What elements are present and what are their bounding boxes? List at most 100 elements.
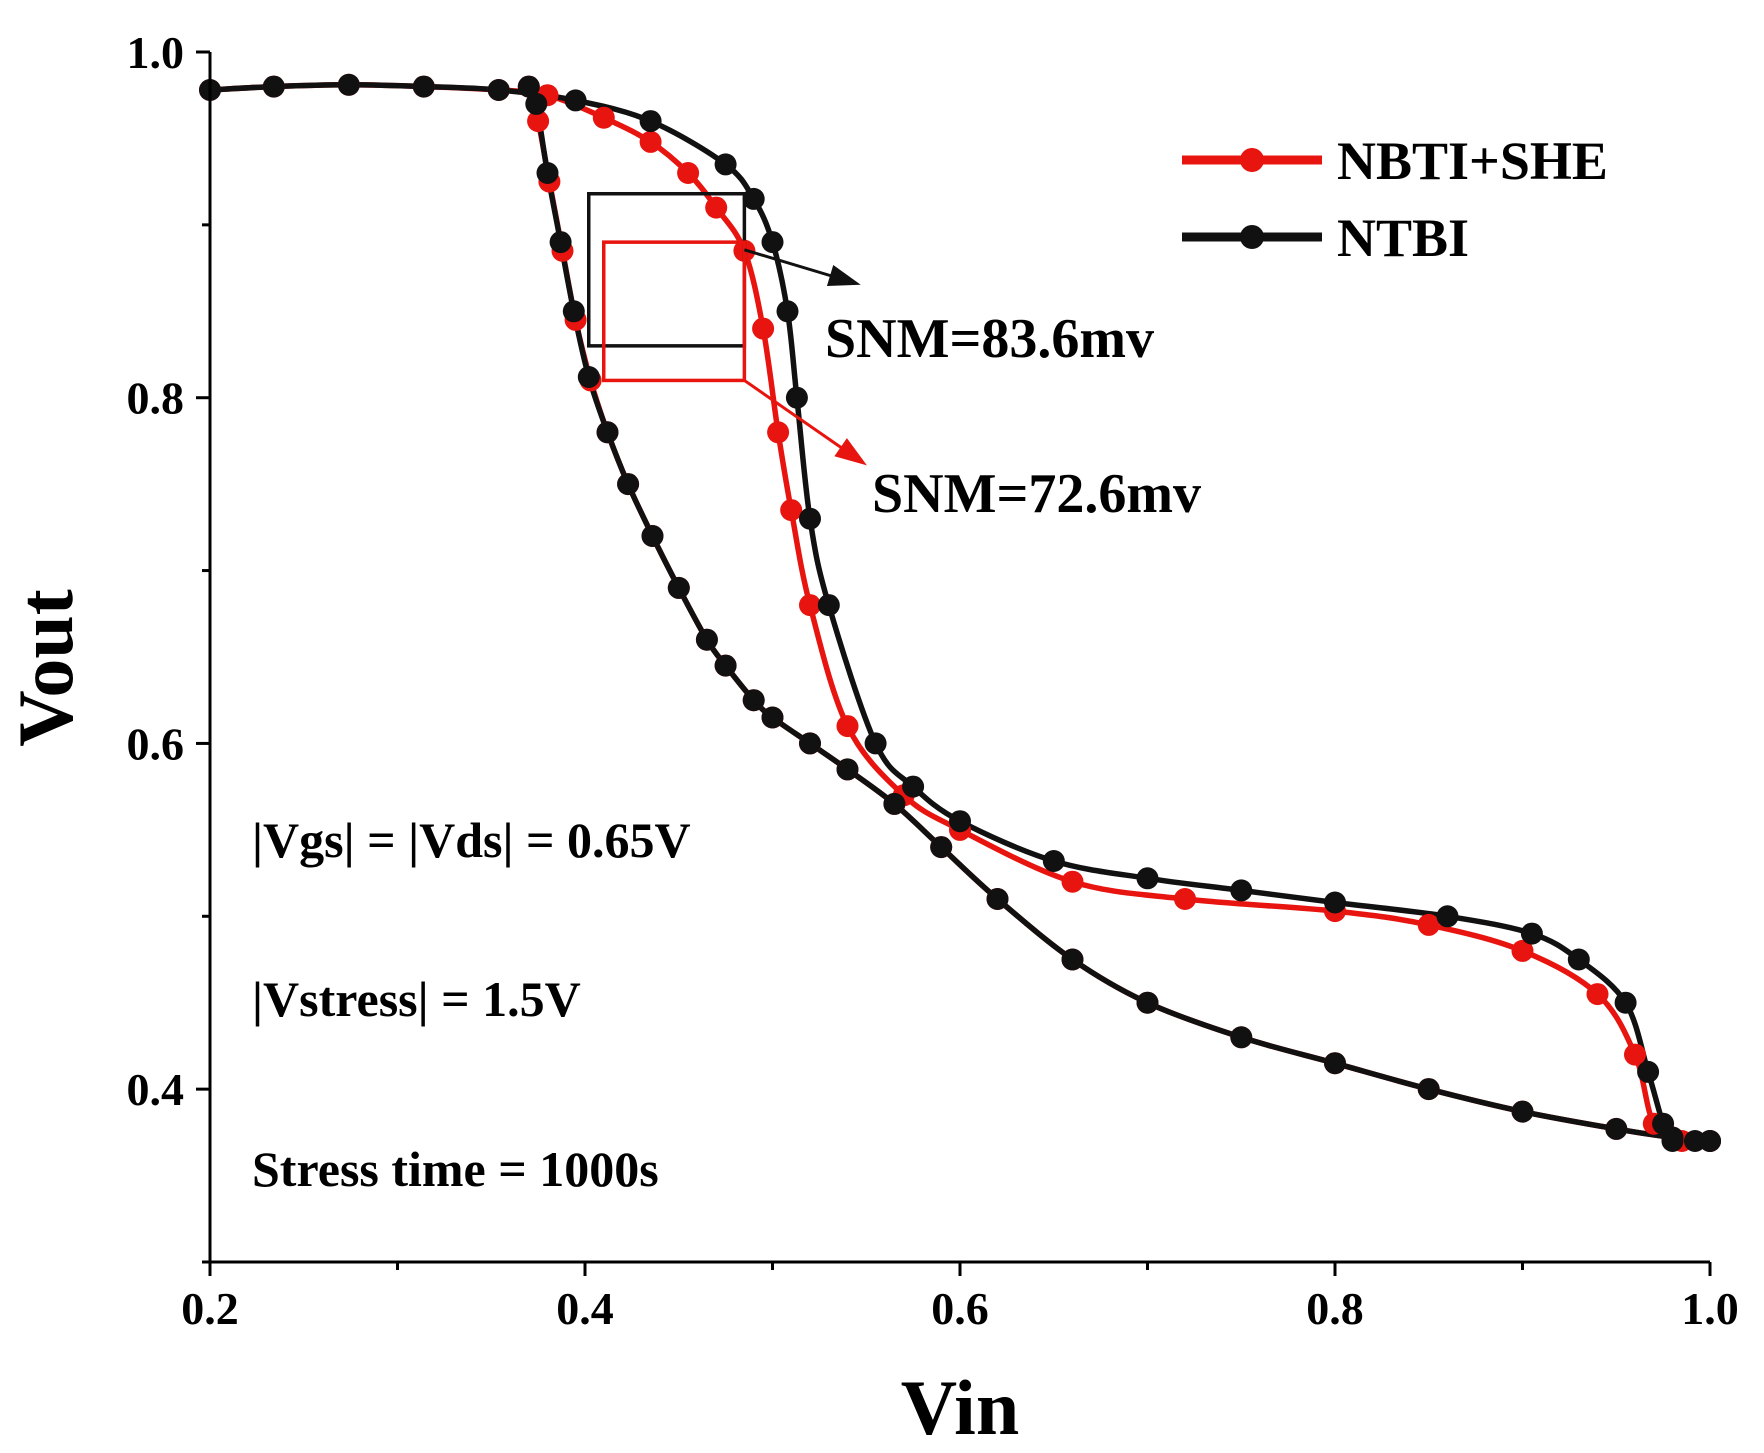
data-point-ntbi [799, 507, 821, 530]
data-point-ntbi [785, 386, 808, 409]
data-point-ntbi [1699, 1130, 1721, 1152]
data-point-ntbi [817, 594, 840, 617]
data-point-ntbi [262, 75, 285, 98]
data-point-nbti-she [592, 106, 615, 129]
data-point-ntbi [776, 300, 799, 323]
data-point-ntbi [1567, 948, 1590, 971]
data-point-ntbi [864, 732, 887, 755]
data-point-ntbi [1324, 1052, 1346, 1075]
data-point-ntbi [799, 732, 821, 755]
data-point-ntbi [641, 525, 664, 547]
data-point-ntbi [412, 75, 435, 98]
note-stress-time: Stress time = 1000s [252, 1141, 659, 1197]
data-point-nbti-she [1624, 1043, 1646, 1066]
data-point-ntbi [617, 473, 640, 496]
data-point-nbti-she [836, 715, 859, 738]
data-point-ntbi [986, 888, 1009, 910]
note-vgs-vds: |Vgs| = |Vds| = 0.65V [252, 812, 691, 868]
axes: 0.2 0.4 0.6 0.8 1.0 0.4 0.6 0.8 1.0 [127, 27, 1739, 1334]
snm-arrowhead-black [826, 264, 861, 287]
legend: NBTI+SHE NTBI [1182, 131, 1608, 268]
x-axis-title: Vin [901, 1364, 1020, 1451]
data-point-ntbi [1230, 1026, 1253, 1049]
data-point-nbti-she [1511, 939, 1534, 962]
data-point-nbti-she [639, 130, 662, 153]
data-point-ntbi [337, 73, 360, 96]
series-line-ntbi-2 [526, 83, 1713, 1144]
data-point-ntbi [667, 576, 690, 599]
plot-markers [199, 73, 1721, 1152]
snm-label-red: SNM=72.6mv [872, 463, 1201, 525]
data-point-ntbi [761, 231, 784, 254]
data-point-nbti-she [1061, 870, 1084, 893]
data-point-ntbi [525, 92, 548, 115]
data-point-nbti-she [705, 196, 728, 219]
x-tick-label: 0.2 [181, 1283, 239, 1334]
data-point-ntbi [1230, 879, 1253, 902]
data-point-ntbi [1614, 991, 1637, 1014]
data-point-ntbi [549, 231, 572, 254]
snm-label-black: SNM=83.6mv [825, 308, 1154, 370]
y-tick-label: 1.0 [127, 27, 185, 78]
data-point-ntbi [596, 421, 619, 444]
data-point-ntbi [949, 810, 971, 833]
data-point-nbti-she [780, 499, 803, 522]
data-point-nbti-she [799, 594, 821, 617]
data-point-ntbi [517, 75, 540, 98]
legend-marker-nbti-she [1240, 148, 1264, 172]
data-point-ntbi [1061, 948, 1084, 971]
data-point-ntbi [639, 110, 662, 133]
data-point-ntbi [836, 758, 859, 781]
data-point-ntbi [1637, 1060, 1660, 1083]
data-point-nbti-she [677, 162, 700, 184]
data-point-nbti-she [1586, 983, 1609, 1006]
data-point-ntbi [1042, 850, 1065, 872]
y-axis-title: Vout [2, 589, 89, 747]
data-point-nbti-she [767, 421, 790, 444]
data-point-ntbi [714, 153, 737, 176]
data-point-ntbi [1520, 922, 1543, 945]
y-tick-label: 0.8 [127, 373, 185, 424]
y-tick-label: 0.6 [127, 718, 185, 769]
data-point-ntbi [1661, 1126, 1684, 1149]
data-point-ntbi [1136, 991, 1159, 1014]
y-tick-label: 0.4 [127, 1064, 185, 1115]
data-point-ntbi [1605, 1117, 1628, 1140]
snm-box-red [602, 240, 747, 383]
data-point-ntbi [1324, 891, 1346, 914]
series-line-nbti-she-2 [526, 83, 1713, 1144]
x-tick-label: 0.6 [931, 1283, 989, 1334]
data-point-ntbi [742, 689, 765, 712]
data-point-ntbi [487, 79, 510, 101]
snm-arrowhead-red [834, 438, 867, 466]
data-point-ntbi [1417, 1078, 1440, 1101]
data-point-ntbi [714, 654, 737, 677]
data-point-nbti-she [752, 317, 775, 340]
data-point-ntbi [695, 628, 718, 651]
legend-label-ntbi: NTBI [1337, 208, 1469, 268]
snm-annotations: SNM=83.6mv SNM=72.6mv [587, 191, 1201, 525]
data-point-nbti-she [1174, 888, 1196, 910]
data-point-ntbi [562, 300, 585, 323]
notes: |Vgs| = |Vds| = 0.65V |Vstress| = 1.5V S… [252, 812, 691, 1197]
data-point-ntbi [564, 89, 587, 112]
legend-marker-ntbi [1240, 225, 1264, 249]
data-point-ntbi [1436, 905, 1459, 928]
data-point-ntbi [883, 792, 906, 815]
data-point-nbti-she [527, 110, 550, 133]
data-point-ntbi [577, 366, 600, 388]
data-point-ntbi [930, 836, 953, 859]
note-vstress: |Vstress| = 1.5V [252, 971, 581, 1027]
x-tick-label: 1.0 [1681, 1283, 1739, 1334]
data-point-ntbi [1136, 867, 1159, 890]
data-point-ntbi [1511, 1100, 1534, 1123]
x-tick-label: 0.4 [556, 1283, 614, 1334]
legend-label-nbti-she: NBTI+SHE [1337, 131, 1608, 191]
data-point-nbti-she [1417, 913, 1440, 936]
data-point-ntbi [761, 706, 784, 729]
data-point-ntbi [902, 775, 925, 798]
data-point-ntbi [536, 162, 559, 184]
x-tick-label: 0.8 [1306, 1283, 1364, 1334]
data-point-ntbi [742, 187, 765, 210]
